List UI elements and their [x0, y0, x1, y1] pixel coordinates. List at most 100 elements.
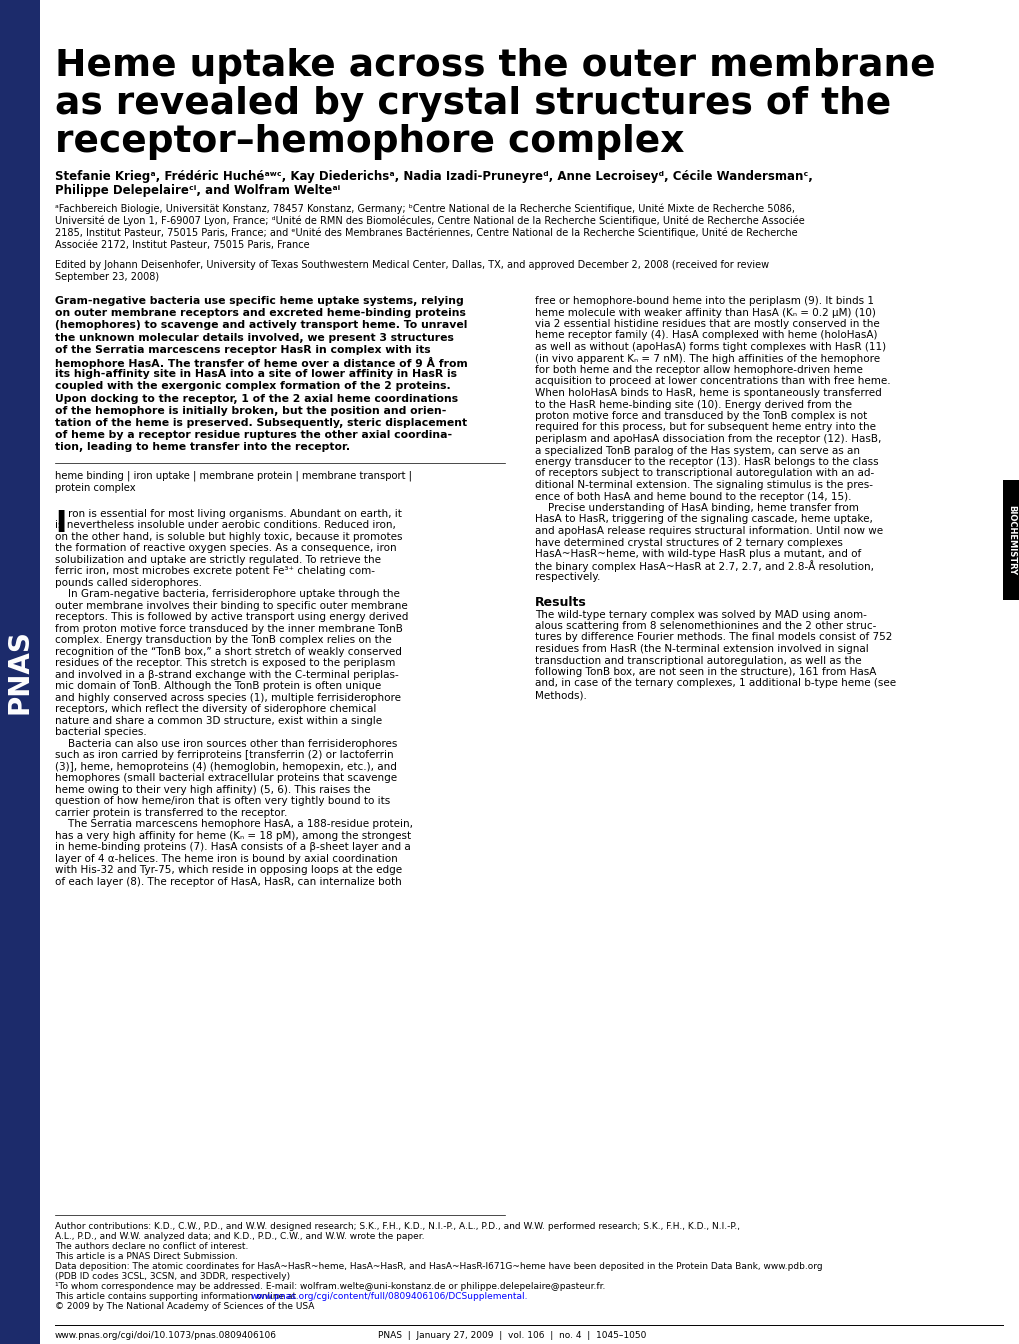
Text: free or hemophore-bound heme into the periplasm (9). It binds 1: free or hemophore-bound heme into the pe… — [535, 296, 873, 306]
Text: tation of the heme is preserved. Subsequently, steric displacement: tation of the heme is preserved. Subsequ… — [55, 418, 467, 427]
Text: ron is essential for most living organisms. Abundant on earth, it: ron is essential for most living organis… — [68, 508, 401, 519]
Text: with His-32 and Tyr-75, which reside in opposing loops at the edge: with His-32 and Tyr-75, which reside in … — [55, 866, 401, 875]
Text: complex. Energy transduction by the TonB complex relies on the: complex. Energy transduction by the TonB… — [55, 636, 391, 645]
Text: residues from HasR (the N-terminal extension involved in signal: residues from HasR (the N-terminal exten… — [535, 644, 868, 655]
Text: Heme uptake across the outer membrane: Heme uptake across the outer membrane — [55, 48, 934, 83]
Text: www.pnas.org/cgi/content/full/0809406106/DCSupplemental.: www.pnas.org/cgi/content/full/0809406106… — [250, 1292, 527, 1301]
Text: has a very high affinity for heme (Kₙ = 18 pM), among the strongest: has a very high affinity for heme (Kₙ = … — [55, 831, 411, 840]
Text: bacterial species.: bacterial species. — [55, 727, 147, 737]
Text: heme binding | iron uptake | membrane protein | membrane transport |: heme binding | iron uptake | membrane pr… — [55, 470, 412, 481]
Text: www.pnas.org/cgi/doi/10.1073/pnas.0809406106: www.pnas.org/cgi/doi/10.1073/pnas.080940… — [55, 1331, 277, 1340]
Text: nature and share a common 3D structure, exist within a single: nature and share a common 3D structure, … — [55, 715, 382, 726]
Text: following TonB box, are not seen in the structure), 161 from HasA: following TonB box, are not seen in the … — [535, 667, 875, 677]
Text: solubilization and uptake are strictly regulated. To retrieve the: solubilization and uptake are strictly r… — [55, 555, 381, 564]
Text: HasA~HasR~heme, with wild-type HasR plus a mutant, and of: HasA~HasR~heme, with wild-type HasR plus… — [535, 548, 860, 559]
Text: of heme by a receptor residue ruptures the other axial coordina-: of heme by a receptor residue ruptures t… — [55, 430, 451, 441]
Text: Gram-negative bacteria use specific heme uptake systems, relying: Gram-negative bacteria use specific heme… — [55, 296, 464, 306]
Text: outer membrane involves their binding to specific outer membrane: outer membrane involves their binding to… — [55, 601, 408, 610]
Text: energy transducer to the receptor (13). HasR belongs to the class: energy transducer to the receptor (13). … — [535, 457, 877, 466]
Text: layer of 4 α-helices. The heme iron is bound by axial coordination: layer of 4 α-helices. The heme iron is b… — [55, 853, 397, 864]
Text: hemophores (small bacterial extracellular proteins that scavenge: hemophores (small bacterial extracellula… — [55, 773, 396, 784]
Text: © 2009 by The National Academy of Sciences of the USA: © 2009 by The National Academy of Scienc… — [55, 1302, 314, 1310]
Text: on outer membrane receptors and excreted heme-binding proteins: on outer membrane receptors and excreted… — [55, 308, 466, 319]
Text: HasA to HasR, triggering of the signaling cascade, heme uptake,: HasA to HasR, triggering of the signalin… — [535, 515, 872, 524]
Text: receptors. This is followed by active transport using energy derived: receptors. This is followed by active tr… — [55, 612, 408, 622]
Text: pounds called siderophores.: pounds called siderophores. — [55, 578, 202, 587]
Text: of the Serratia marcescens receptor HasR in complex with its: of the Serratia marcescens receptor HasR… — [55, 345, 430, 355]
Text: I: I — [55, 508, 66, 538]
Text: hemophore HasA. The transfer of heme over a distance of 9 Å from: hemophore HasA. The transfer of heme ove… — [55, 358, 468, 370]
Text: and highly conserved across species (1), multiple ferrisiderophore: and highly conserved across species (1),… — [55, 692, 400, 703]
Text: ᵃFachbereich Biologie, Universität Konstanz, 78457 Konstanz, Germany; ᵇCentre Na: ᵃFachbereich Biologie, Universität Konst… — [55, 204, 794, 215]
Text: acquisition to proceed at lower concentrations than with free heme.: acquisition to proceed at lower concentr… — [535, 376, 890, 387]
Text: on the other hand, is soluble but highly toxic, because it promotes: on the other hand, is soluble but highly… — [55, 532, 403, 542]
Text: Bacteria can also use iron sources other than ferrisiderophores: Bacteria can also use iron sources other… — [55, 739, 397, 749]
Text: respectively.: respectively. — [535, 573, 600, 582]
Bar — [1002, 480, 1019, 599]
Text: (PDB ID codes 3CSL, 3CSN, and 3DDR, respectively): (PDB ID codes 3CSL, 3CSN, and 3DDR, resp… — [55, 1271, 289, 1281]
Text: the unknown molecular details involved, we present 3 structures: the unknown molecular details involved, … — [55, 332, 453, 343]
Text: of each layer (8). The receptor of HasA, HasR, can internalize both: of each layer (8). The receptor of HasA,… — [55, 876, 401, 887]
Text: Upon docking to the receptor, 1 of the 2 axial heme coordinations: Upon docking to the receptor, 1 of the 2… — [55, 394, 458, 403]
Text: When holoHasA binds to HasR, heme is spontaneously transferred: When holoHasA binds to HasR, heme is spo… — [535, 388, 880, 398]
Text: have determined crystal structures of 2 ternary complexes: have determined crystal structures of 2 … — [535, 538, 842, 547]
Text: heme owing to their very high affinity) (5, 6). This raises the: heme owing to their very high affinity) … — [55, 785, 370, 794]
Text: for both heme and the receptor allow hemophore-driven heme: for both heme and the receptor allow hem… — [535, 366, 862, 375]
Text: from proton motive force transduced by the inner membrane TonB: from proton motive force transduced by t… — [55, 624, 403, 633]
Text: Precise understanding of HasA binding, heme transfer from: Precise understanding of HasA binding, h… — [535, 503, 858, 513]
Text: This article contains supporting information online at: This article contains supporting informa… — [55, 1292, 299, 1301]
Text: Edited by Johann Deisenhofer, University of Texas Southwestern Medical Center, D: Edited by Johann Deisenhofer, University… — [55, 259, 768, 270]
Text: and involved in a β-strand exchange with the C-terminal periplas-: and involved in a β-strand exchange with… — [55, 669, 398, 680]
Text: ditional N-terminal extension. The signaling stimulus is the pres-: ditional N-terminal extension. The signa… — [535, 480, 872, 491]
Text: Associée 2172, Institut Pasteur, 75015 Paris, France: Associée 2172, Institut Pasteur, 75015 P… — [55, 241, 310, 250]
Text: heme molecule with weaker affinity than HasA (Kₙ = 0.2 μM) (10): heme molecule with weaker affinity than … — [535, 308, 875, 317]
Text: and apoHasA release requires structural information. Until now we: and apoHasA release requires structural … — [535, 526, 882, 536]
Text: required for this process, but for subsequent heme entry into the: required for this process, but for subse… — [535, 422, 875, 433]
Text: as revealed by crystal structures of the: as revealed by crystal structures of the — [55, 86, 891, 122]
Text: 2185, Institut Pasteur, 75015 Paris, France; and ᵉUnité des Membranes Bactérienn: 2185, Institut Pasteur, 75015 Paris, Fra… — [55, 228, 797, 238]
Text: BIOCHEMISTRY: BIOCHEMISTRY — [1006, 505, 1015, 575]
Text: via 2 essential histidine residues that are mostly conserved in the: via 2 essential histidine residues that … — [535, 319, 878, 329]
Text: Philippe Delepelaireᶜⁱ, and Wolfram Welteᵃⁱ: Philippe Delepelaireᶜⁱ, and Wolfram Welt… — [55, 184, 340, 198]
Text: of receptors subject to transcriptional autoregulation with an ad-: of receptors subject to transcriptional … — [535, 469, 873, 478]
Text: ferric iron, most microbes excrete potent Fe³⁺ chelating com-: ferric iron, most microbes excrete poten… — [55, 566, 375, 577]
Text: periplasm and apoHasA dissociation from the receptor (12). HasB,: periplasm and apoHasA dissociation from … — [535, 434, 880, 444]
Text: its high-affinity site in HasA into a site of lower affinity in HasR is: its high-affinity site in HasA into a si… — [55, 370, 457, 379]
Text: coupled with the exergonic complex formation of the 2 proteins.: coupled with the exergonic complex forma… — [55, 382, 450, 391]
Text: Stefanie Kriegᵃ, Frédéric Huchéᵃʷᶜ, Kay Diederichsᵃ, Nadia Izadi-Pruneyreᵈ, Anne: Stefanie Kriegᵃ, Frédéric Huchéᵃʷᶜ, Kay … — [55, 169, 812, 183]
Text: Methods).: Methods). — [535, 689, 586, 700]
Text: Université de Lyon 1, F-69007 Lyon, France; ᵈUnité de RMN des Biomolécules, Cent: Université de Lyon 1, F-69007 Lyon, Fran… — [55, 216, 804, 227]
Text: mic domain of TonB. Although the TonB protein is often unique: mic domain of TonB. Although the TonB pr… — [55, 681, 381, 691]
Text: transduction and transcriptional autoregulation, as well as the: transduction and transcriptional autoreg… — [535, 656, 861, 665]
Text: alous scattering from 8 selenomethionines and the 2 other struc-: alous scattering from 8 selenomethionine… — [535, 621, 875, 630]
Text: The authors declare no conflict of interest.: The authors declare no conflict of inter… — [55, 1242, 249, 1251]
Text: (hemophores) to scavenge and actively transport heme. To unravel: (hemophores) to scavenge and actively tr… — [55, 320, 467, 331]
Text: as well as without (apoHasA) forms tight complexes with HasR (11): as well as without (apoHasA) forms tight… — [535, 341, 886, 352]
Text: of the hemophore is initially broken, but the position and orien-: of the hemophore is initially broken, bu… — [55, 406, 446, 415]
Text: This article is a PNAS Direct Submission.: This article is a PNAS Direct Submission… — [55, 1253, 237, 1261]
Text: Data deposition: The atomic coordinates for HasA~HasR~heme, HasA~HasR, and HasA~: Data deposition: The atomic coordinates … — [55, 1262, 821, 1271]
Text: question of how heme/iron that is often very tightly bound to its: question of how heme/iron that is often … — [55, 796, 390, 806]
Text: PNAS  |  January 27, 2009  |  vol. 106  |  no. 4  |  1045–1050: PNAS | January 27, 2009 | vol. 106 | no.… — [377, 1331, 646, 1340]
Text: tures by difference Fourier methods. The final models consist of 752: tures by difference Fourier methods. The… — [535, 633, 892, 642]
Text: carrier protein is transferred to the receptor.: carrier protein is transferred to the re… — [55, 808, 287, 817]
Text: to the HasR heme-binding site (10). Energy derived from the: to the HasR heme-binding site (10). Ener… — [535, 399, 851, 410]
Text: The Serratia marcescens hemophore HasA, a 188-residue protein,: The Serratia marcescens hemophore HasA, … — [55, 818, 413, 829]
Text: September 23, 2008): September 23, 2008) — [55, 271, 159, 282]
Text: ¹To whom correspondence may be addressed. E-mail: wolfram.welte@uni-konstanz.de : ¹To whom correspondence may be addressed… — [55, 1282, 605, 1292]
Text: (in vivo apparent Kₙ = 7 nM). The high affinities of the hemophore: (in vivo apparent Kₙ = 7 nM). The high a… — [535, 353, 879, 363]
Text: heme receptor family (4). HasA complexed with heme (holoHasA): heme receptor family (4). HasA complexed… — [535, 331, 876, 340]
Bar — [0, 0, 40, 1344]
Text: such as iron carried by ferriproteins [transferrin (2) or lactoferrin: such as iron carried by ferriproteins [t… — [55, 750, 393, 761]
Text: is nevertheless insoluble under aerobic conditions. Reduced iron,: is nevertheless insoluble under aerobic … — [55, 520, 395, 530]
Text: residues of the receptor. This stretch is exposed to the periplasm: residues of the receptor. This stretch i… — [55, 659, 395, 668]
Text: receptor–hemophore complex: receptor–hemophore complex — [55, 124, 684, 160]
Text: the binary complex HasA~HasR at 2.7, 2.7, and 2.8-Å resolution,: the binary complex HasA~HasR at 2.7, 2.7… — [535, 560, 873, 573]
Text: ence of both HasA and heme bound to the receptor (14, 15).: ence of both HasA and heme bound to the … — [535, 492, 851, 501]
Text: (3)], heme, hemoproteins (4) (hemoglobin, hemopexin, etc.), and: (3)], heme, hemoproteins (4) (hemoglobin… — [55, 762, 396, 771]
Text: Author contributions: K.D., C.W., P.D., and W.W. designed research; S.K., F.H., : Author contributions: K.D., C.W., P.D., … — [55, 1222, 739, 1231]
Text: proton motive force and transduced by the TonB complex is not: proton motive force and transduced by th… — [535, 411, 866, 421]
Text: a specialized TonB paralog of the Has system, can serve as an: a specialized TonB paralog of the Has sy… — [535, 445, 859, 456]
Text: and, in case of the ternary complexes, 1 additional b-type heme (see: and, in case of the ternary complexes, 1… — [535, 679, 896, 688]
Text: Results: Results — [535, 595, 586, 609]
